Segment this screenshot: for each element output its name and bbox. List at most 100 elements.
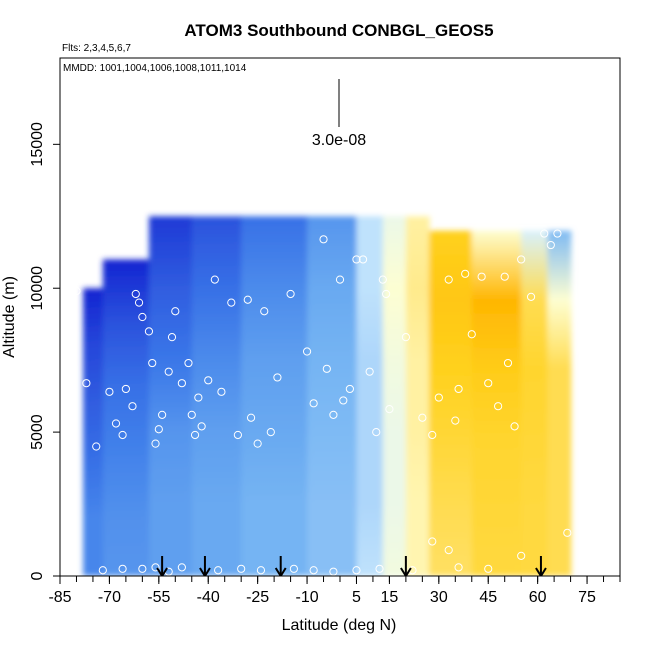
sounding-markers (156, 556, 547, 576)
sample-point (329, 410, 338, 419)
field-band (241, 216, 308, 576)
sample-point (256, 566, 266, 575)
sample-point (217, 387, 226, 396)
sample-point (372, 428, 381, 437)
sample-point (243, 295, 252, 304)
concentration-field (83, 216, 572, 576)
sample-point (385, 404, 394, 414)
sample-point (177, 379, 186, 388)
sample-point (138, 564, 147, 573)
sample-point (461, 269, 470, 278)
field-band (102, 259, 150, 576)
sample-point (289, 564, 298, 573)
y-tick-label: 15000 (29, 122, 46, 167)
sample-point (154, 425, 163, 434)
sample-point (454, 384, 463, 394)
field-band (428, 230, 473, 576)
x-tick-label: -85 (48, 589, 71, 606)
scale-indicator: 3.0e-08 (312, 79, 366, 149)
sample-point (503, 358, 513, 368)
sample-point (151, 439, 160, 448)
y-tick-label: 10000 (29, 266, 46, 311)
sample-point (428, 430, 437, 440)
sample-point (418, 413, 427, 422)
sample-point (111, 419, 121, 428)
field-band (83, 288, 104, 576)
x-axis: -85 -70 -55 -40 -25 -10 5 15 30 45 60 75 (48, 576, 621, 606)
sample-point (197, 422, 206, 431)
sample-point (273, 373, 282, 382)
sample-point (378, 275, 387, 284)
sample-point (494, 402, 503, 411)
sample-point (546, 240, 555, 250)
sample-point (177, 563, 186, 572)
sample-point (444, 275, 453, 284)
sample-point (434, 393, 443, 402)
sample-point (510, 422, 519, 431)
sample-point (194, 393, 203, 402)
sample-point (187, 410, 196, 419)
sounding-arrow (274, 556, 287, 576)
sample-point (92, 442, 101, 451)
sample-point (467, 330, 476, 339)
sample-point (121, 384, 130, 394)
sample-point (72, 287, 81, 296)
sample-point (210, 275, 219, 284)
sample-point (382, 289, 391, 299)
sample-point (171, 307, 180, 316)
sample-point (444, 546, 453, 555)
y-axis-label: Altitude (m) (1, 276, 18, 358)
sample-point (517, 551, 526, 560)
sample-point (227, 298, 236, 307)
sounding-arrow (199, 556, 211, 576)
sample-point (246, 413, 256, 422)
sounding-arrow (400, 556, 412, 576)
y-axis: 0 5000 10000 15000 (29, 122, 60, 580)
sample-point (375, 564, 384, 573)
sample-point (118, 564, 127, 573)
sample-point (563, 528, 572, 537)
sample-point (335, 275, 345, 284)
sample-point (352, 255, 361, 264)
sample-point (540, 229, 549, 238)
sample-point (345, 384, 354, 394)
chart-title: ATOM3 Southbound CONBGL_GEOS5 (184, 21, 493, 40)
sounding-arrow (535, 556, 547, 576)
sample-point (151, 563, 160, 572)
sample-point (131, 289, 140, 299)
sample-point (148, 358, 157, 368)
sample-point (82, 379, 91, 388)
sample-point (184, 358, 193, 368)
sample-point (98, 566, 107, 575)
sample-point (138, 312, 147, 322)
field-band (191, 216, 242, 576)
sample-point (526, 292, 536, 301)
sample-point (286, 289, 295, 299)
sample-point (484, 564, 493, 573)
scale-label: 3.0e-08 (312, 132, 366, 149)
x-tick-label: -40 (197, 589, 220, 606)
sample-point (401, 333, 410, 342)
y-tick-label: 0 (29, 571, 46, 580)
sample-point (451, 416, 460, 425)
sample-point (477, 272, 486, 281)
sample-point (553, 229, 562, 238)
sounding-arrow (156, 556, 168, 576)
sample-point (233, 430, 242, 440)
sample-point (358, 255, 368, 264)
sample-point (309, 566, 318, 575)
field-band (471, 230, 522, 576)
sample-point (204, 376, 213, 385)
flights-label: Flts: 2,3,4,5,6,7 (62, 43, 131, 54)
sample-point (454, 563, 463, 572)
sample-point (484, 379, 493, 388)
sample-point (214, 566, 223, 575)
x-tick-label: 5 (352, 589, 361, 606)
sample-point (302, 347, 312, 356)
sample-point (253, 439, 262, 448)
sample-point (266, 428, 275, 437)
x-tick-label: -55 (147, 589, 170, 606)
x-tick-label: 60 (529, 589, 547, 606)
x-tick-label: -25 (246, 589, 269, 606)
x-axis-label: Latitude (deg N) (282, 617, 397, 634)
